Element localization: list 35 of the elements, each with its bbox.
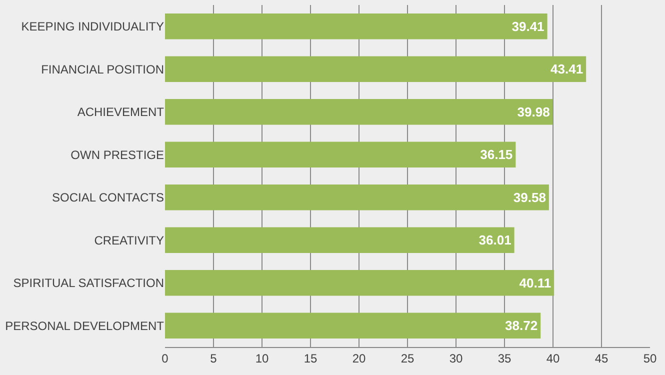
- x-tick-label: 10: [255, 351, 269, 366]
- y-tick-label: SPIRITUAL SATISFACTION: [13, 276, 164, 290]
- bar: [165, 99, 553, 125]
- y-tick-label: ACHIEVEMENT: [77, 105, 165, 120]
- data-label: 36.15: [480, 147, 513, 162]
- bar: [165, 312, 541, 338]
- bar: [165, 227, 514, 253]
- x-tick-label: 20: [352, 351, 366, 366]
- y-tick-label: FINANCIAL POSITION: [41, 62, 164, 76]
- x-tick-label: 0: [162, 351, 169, 366]
- y-tick-label: SOCIAL CONTACTS: [52, 190, 164, 205]
- bar: [165, 270, 554, 296]
- x-tick-label: 40: [546, 351, 560, 366]
- x-tick-label: 15: [304, 351, 318, 366]
- data-label: 38.72: [505, 318, 538, 334]
- data-label: 39.58: [513, 190, 546, 205]
- x-tick-label: 5: [210, 351, 218, 366]
- y-tick-label: KEEPING INDIVIDUALITY: [21, 20, 164, 34]
- data-label: 40.11: [519, 275, 552, 290]
- bar: [165, 14, 548, 40]
- x-tick-label: 30: [449, 351, 463, 366]
- y-tick-label: OWN PRESTIGE: [70, 148, 164, 162]
- data-label: 39.98: [517, 104, 550, 120]
- y-tick-label: PERSONAL DEVELOPMENT: [5, 318, 165, 333]
- bar: [165, 142, 516, 168]
- bar: [165, 184, 549, 210]
- x-tick-label: 50: [643, 351, 657, 366]
- x-tick-label: 35: [498, 351, 512, 366]
- data-label: 36.01: [478, 232, 512, 248]
- x-tick-label: 25: [400, 351, 414, 366]
- bar: [165, 56, 586, 82]
- y-tick-label: CREATIVITY: [94, 233, 164, 248]
- data-label: 43.41: [550, 62, 584, 77]
- data-label: 39.41: [512, 18, 544, 34]
- x-tick-label: 45: [594, 351, 608, 366]
